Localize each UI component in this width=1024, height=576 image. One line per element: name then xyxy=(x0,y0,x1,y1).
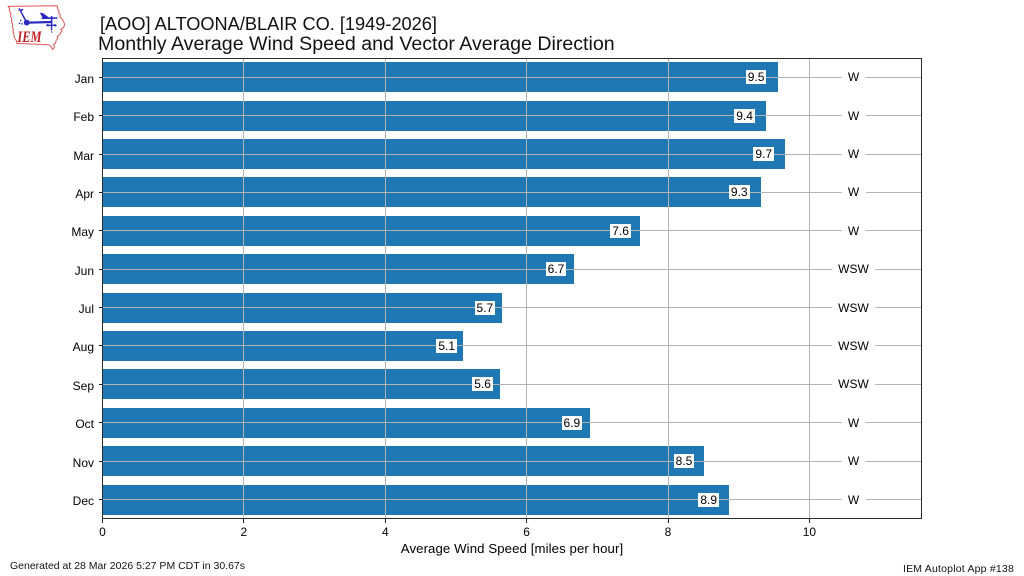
svg-text:IEM: IEM xyxy=(17,29,43,47)
